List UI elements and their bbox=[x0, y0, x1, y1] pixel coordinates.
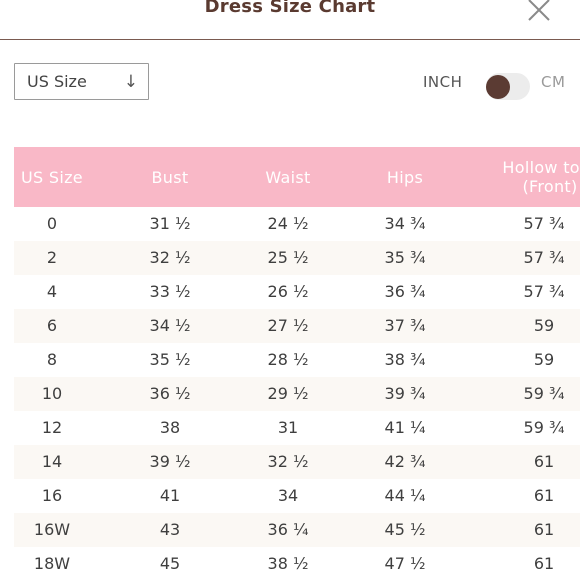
table-row: 14 39 ½ 32 ½ 42 ¾ 61 bbox=[14, 445, 580, 479]
cell-bust: 45 bbox=[159, 554, 181, 573]
cell-waist: 26 ½ bbox=[267, 282, 309, 301]
cell-waist: 29 ½ bbox=[267, 384, 309, 403]
table-row: 2 32 ½ 25 ½ 35 ¾ 57 ¾ bbox=[14, 241, 580, 275]
cell-hips: 45 ½ bbox=[384, 520, 426, 539]
cell-waist: 34 bbox=[277, 486, 299, 505]
cell-hips: 36 ¾ bbox=[384, 282, 426, 301]
cell-hollow-to-hem: 61 bbox=[533, 520, 555, 539]
cell-hips: 37 ¾ bbox=[384, 316, 426, 335]
cell-hollow-to-hem: 61 bbox=[533, 452, 555, 471]
cell-us-size: 16W bbox=[33, 520, 71, 539]
unit-cm-label[interactable]: CM bbox=[541, 73, 566, 91]
cell-bust: 33 ½ bbox=[149, 282, 191, 301]
cell-hips: 38 ¾ bbox=[384, 350, 426, 369]
column-header-hollow-to-hem: Hollow to H (Front) bbox=[480, 147, 580, 207]
cell-hollow-to-hem: 61 bbox=[533, 486, 555, 505]
cell-hollow-to-hem: 59 ¾ bbox=[523, 418, 565, 437]
table-row: 16 41 34 44 ¼ 61 bbox=[14, 479, 580, 513]
cell-waist: 24 ½ bbox=[267, 214, 309, 233]
cell-us-size: 16 bbox=[41, 486, 63, 505]
cell-hips: 41 ¼ bbox=[384, 418, 426, 437]
cell-waist: 25 ½ bbox=[267, 248, 309, 267]
table-row: 18W 45 38 ½ 47 ½ 61 bbox=[14, 547, 580, 581]
table-row: 0 31 ½ 24 ½ 34 ¾ 57 ¾ bbox=[14, 207, 580, 241]
cell-hips: 42 ¾ bbox=[384, 452, 426, 471]
cell-hollow-to-hem: 57 ¾ bbox=[523, 214, 565, 233]
close-icon[interactable] bbox=[525, 0, 553, 24]
column-header-hips: Hips bbox=[386, 167, 424, 187]
cell-hips: 34 ¾ bbox=[384, 214, 426, 233]
arrow-down-icon: ↓ bbox=[123, 71, 138, 92]
cell-us-size: 6 bbox=[46, 316, 58, 335]
unit-inch-label[interactable]: INCH bbox=[423, 73, 463, 91]
cell-waist: 32 ½ bbox=[267, 452, 309, 471]
cell-hollow-to-hem: 61 bbox=[533, 554, 555, 573]
cell-hollow-to-hem: 57 ¾ bbox=[523, 282, 565, 301]
cell-hips: 35 ¾ bbox=[384, 248, 426, 267]
page-title: Dress Size Chart bbox=[204, 0, 376, 17]
table-header-row: US Size Bust Waist Hips Hollow to H (Fro… bbox=[14, 147, 580, 207]
column-header-us-size: US Size bbox=[21, 167, 83, 187]
cell-bust: 39 ½ bbox=[149, 452, 191, 471]
cell-hollow-to-hem: 59 ¾ bbox=[523, 384, 565, 403]
close-button[interactable] bbox=[525, 0, 553, 24]
size-system-label: US Size bbox=[27, 72, 87, 91]
table-row: 16W 43 36 ¼ 45 ½ 61 bbox=[14, 513, 580, 547]
table-row: 8 35 ½ 28 ½ 38 ¾ 59 bbox=[14, 343, 580, 377]
cell-bust: 34 ½ bbox=[149, 316, 191, 335]
table-row: 12 38 31 41 ¼ 59 ¾ bbox=[14, 411, 580, 445]
cell-hips: 39 ¾ bbox=[384, 384, 426, 403]
column-header-bust: Bust bbox=[151, 167, 189, 187]
cell-waist: 28 ½ bbox=[267, 350, 309, 369]
cell-waist: 36 ¼ bbox=[267, 520, 309, 539]
modal-header: Dress Size Chart bbox=[0, 0, 580, 40]
column-header-hollow-line1: Hollow to H bbox=[502, 158, 580, 177]
cell-bust: 43 bbox=[159, 520, 181, 539]
cell-bust: 32 ½ bbox=[149, 248, 191, 267]
cell-waist: 31 bbox=[277, 418, 299, 437]
cell-hollow-to-hem: 59 bbox=[533, 316, 555, 335]
cell-waist: 38 ½ bbox=[267, 554, 309, 573]
cell-hollow-to-hem: 57 ¾ bbox=[523, 248, 565, 267]
cell-hips: 44 ¼ bbox=[384, 486, 426, 505]
cell-waist: 27 ½ bbox=[267, 316, 309, 335]
table-row: 6 34 ½ 27 ½ 37 ¾ 59 bbox=[14, 309, 580, 343]
cell-us-size: 8 bbox=[46, 350, 58, 369]
cell-us-size: 4 bbox=[46, 282, 58, 301]
unit-toggle[interactable] bbox=[486, 73, 530, 100]
cell-us-size: 0 bbox=[46, 214, 58, 233]
table-row: 4 33 ½ 26 ½ 36 ¾ 57 ¾ bbox=[14, 275, 580, 309]
cell-hips: 47 ½ bbox=[384, 554, 426, 573]
cell-bust: 38 bbox=[159, 418, 181, 437]
cell-bust: 31 ½ bbox=[149, 214, 191, 233]
size-system-select[interactable]: US Size ↓ bbox=[14, 63, 149, 100]
cell-us-size: 2 bbox=[46, 248, 58, 267]
cell-us-size: 14 bbox=[41, 452, 63, 471]
size-table: US Size Bust Waist Hips Hollow to H (Fro… bbox=[14, 147, 580, 581]
table-row: 10 36 ½ 29 ½ 39 ¾ 59 ¾ bbox=[14, 377, 580, 411]
cell-us-size: 10 bbox=[41, 384, 63, 403]
toggle-knob[interactable] bbox=[486, 75, 510, 99]
column-header-waist: Waist bbox=[265, 167, 311, 187]
cell-us-size: 12 bbox=[41, 418, 63, 437]
cell-bust: 41 bbox=[159, 486, 181, 505]
cell-bust: 35 ½ bbox=[149, 350, 191, 369]
cell-hollow-to-hem: 59 bbox=[533, 350, 555, 369]
column-header-hollow-line2: (Front) bbox=[522, 177, 578, 196]
cell-bust: 36 ½ bbox=[149, 384, 191, 403]
cell-us-size: 18W bbox=[33, 554, 71, 573]
